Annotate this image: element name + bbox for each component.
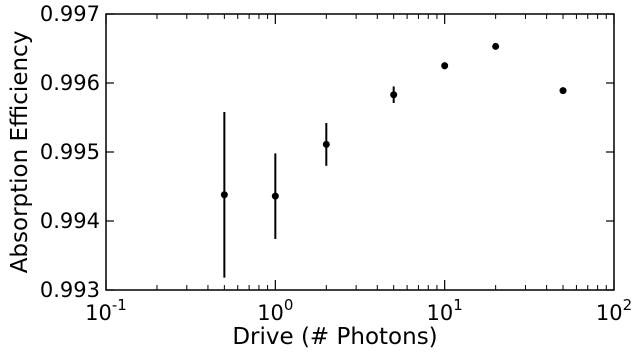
data-point [492, 42, 500, 50]
y-tick-label: 0.995 [40, 140, 100, 164]
y-axis: 0.993 0.994 0.995 0.996 0.997 [40, 2, 614, 302]
x-tick-label: 10-1 [85, 296, 127, 325]
y-axis-label: Absorption Efficiency [7, 31, 33, 274]
x-axis: 10-1 100 101 102 [85, 14, 632, 325]
y-tick-label: 0.997 [40, 2, 100, 26]
data-point [559, 87, 567, 95]
data-point [441, 62, 449, 70]
y-tick-label: 0.996 [40, 71, 100, 95]
plot-frame [105, 13, 615, 291]
x-tick-label: 102 [596, 296, 632, 325]
data-point [390, 91, 398, 99]
x-tick-label: 101 [427, 296, 463, 325]
x-tick-label: 100 [257, 296, 293, 325]
x-axis-label: Drive (# Photons) [232, 324, 437, 350]
data-point [271, 192, 279, 200]
data-series [220, 42, 567, 278]
y-tick-label: 0.993 [40, 278, 100, 302]
data-point [322, 140, 330, 148]
data-point [220, 191, 228, 199]
y-tick-label: 0.994 [40, 209, 100, 233]
